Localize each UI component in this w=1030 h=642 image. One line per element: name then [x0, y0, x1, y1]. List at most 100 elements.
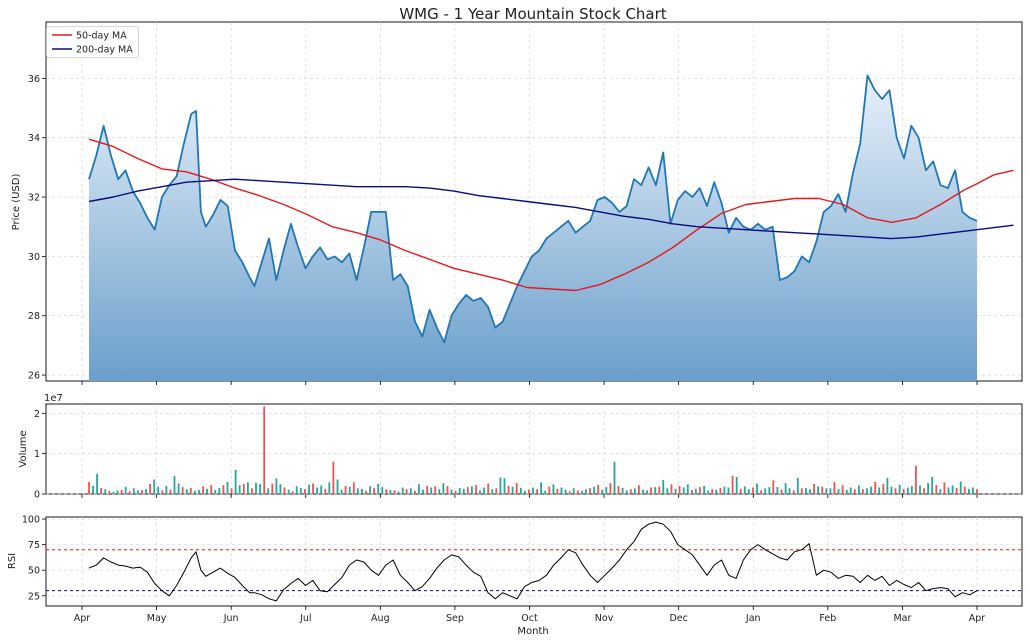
volume-bar [699, 487, 701, 494]
volume-bar [169, 489, 172, 494]
volume-bar [422, 489, 424, 494]
volume-bar [361, 488, 363, 494]
volume-bar [796, 477, 799, 494]
price-area-fill [89, 75, 977, 382]
volume-bar [242, 483, 245, 494]
volume-bar [609, 483, 612, 494]
volume-bar [874, 481, 877, 494]
volume-bar [703, 485, 705, 494]
volume-bar [475, 485, 477, 494]
volume-bar [153, 479, 156, 494]
volume-bar [906, 487, 909, 494]
price-line [88, 74, 978, 344]
volume-bar [776, 487, 779, 494]
x-tick-label: Jan [745, 613, 761, 624]
volume-bar [393, 490, 396, 494]
x-axis-label: Month [517, 626, 548, 637]
volume-bar [633, 488, 636, 494]
x-tick-label: Oct [521, 613, 538, 624]
volume-bar [805, 487, 807, 494]
y-tick-label: 75 [28, 540, 40, 551]
volume-bar [833, 481, 836, 494]
volume-bar [743, 486, 746, 494]
volume-bar [919, 485, 921, 494]
volume-bar [866, 488, 868, 494]
volume-bar [845, 490, 848, 494]
volume-bar [356, 488, 359, 494]
volume-bar [784, 483, 787, 494]
volume-bar [719, 487, 722, 494]
volume-bar [320, 485, 323, 494]
volume-bar [132, 488, 135, 494]
volume-bar [902, 489, 905, 494]
volume-bar [764, 488, 767, 494]
volume-bar [194, 490, 196, 494]
x-tick-label: Feb [819, 613, 836, 624]
volume-bar [931, 477, 934, 494]
volume-bar [507, 485, 510, 494]
volume-bar [479, 490, 481, 494]
volume-bar [707, 490, 710, 494]
volume-exponent-label: 1e7 [44, 393, 63, 404]
volume-bar [304, 489, 306, 494]
volume-bar [780, 489, 783, 494]
volume-bar [92, 485, 94, 494]
volume-bar [145, 489, 147, 494]
volume-bar [377, 483, 380, 494]
volume-bar [483, 487, 485, 494]
y-tick-label: 26 [28, 371, 40, 382]
volume-bar [735, 477, 738, 494]
volume-bar [438, 489, 441, 494]
volume-bar [524, 490, 526, 494]
volume-bar [927, 483, 929, 494]
volume-bar [462, 488, 465, 494]
y-tick-label: 30 [28, 252, 40, 263]
volume-bar [418, 484, 420, 494]
volume-bar [198, 490, 200, 494]
volume-bar [385, 489, 388, 494]
volume-bar [972, 487, 974, 494]
volume-bar [638, 485, 640, 494]
volume-bar [670, 484, 673, 494]
volume-bar [291, 491, 294, 494]
volume-bar [617, 485, 620, 494]
x-tick-label: Dec [669, 613, 687, 624]
volume-bar [800, 488, 803, 494]
volume-bar [96, 473, 98, 494]
volume-bar [344, 485, 347, 494]
legend: 50-day MA 200-day MA [46, 26, 139, 58]
volume-bar [666, 488, 669, 494]
x-tick-label: Sep [446, 613, 464, 624]
volume-bar [621, 487, 624, 494]
volume-bar [809, 489, 811, 494]
volume-bar [817, 486, 819, 494]
volume-bar [910, 485, 913, 494]
volume-bar [625, 490, 628, 494]
volume-bar [332, 461, 335, 494]
volume-bar [414, 490, 416, 494]
volume-bar [943, 482, 946, 494]
volume-bar [862, 489, 864, 494]
volume-bar [328, 482, 331, 494]
volume-bar [955, 487, 958, 494]
y-tick-label: 1 [34, 449, 40, 460]
volume-bar [442, 483, 445, 494]
volume-bar [853, 489, 856, 494]
volume-bar [471, 486, 473, 494]
volume-bar [715, 489, 718, 494]
volume-bar [426, 485, 428, 494]
volume-bar [295, 486, 298, 494]
volume-bar [149, 483, 151, 494]
volume-bar [137, 490, 139, 494]
x-tick-label: Jun [223, 613, 239, 624]
volume-bar [202, 486, 204, 494]
volume-bar [495, 488, 498, 494]
volume-bar [104, 489, 107, 494]
volume-bar [283, 487, 286, 494]
volume-bar [947, 487, 950, 494]
volume-bar [487, 483, 490, 494]
volume-bar [177, 483, 180, 494]
volume-bar [849, 487, 852, 494]
volume-bar [976, 489, 978, 494]
rsi-panel-frame [45, 516, 1023, 607]
